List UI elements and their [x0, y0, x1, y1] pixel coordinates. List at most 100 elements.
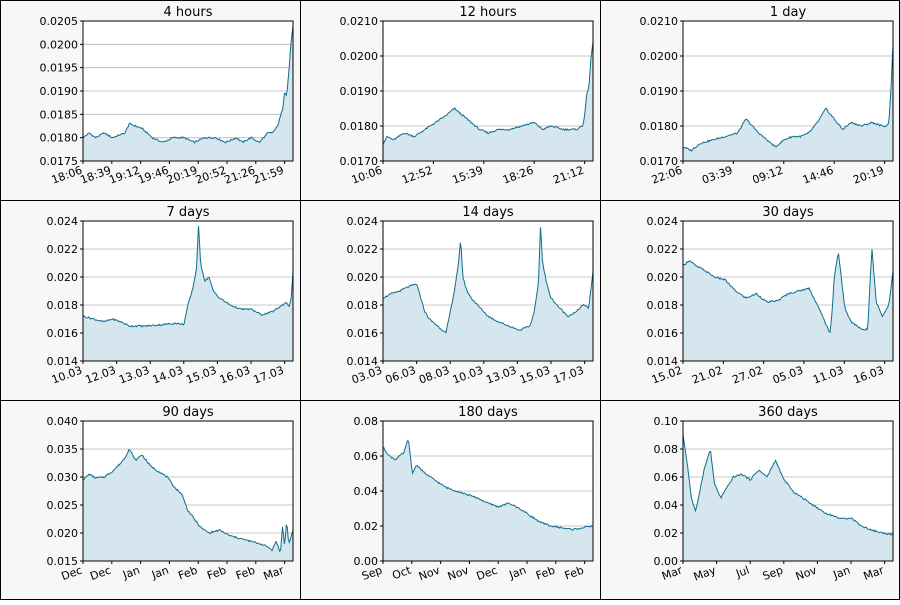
x-tick-label: 18:26: [501, 164, 535, 187]
x-tick-label: 21:59: [251, 164, 285, 187]
y-tick-label: 0.10: [654, 415, 679, 428]
y-tick-label: 0.016: [347, 327, 379, 340]
axes-frame: [382, 20, 594, 162]
series-line: [382, 227, 594, 334]
axes-frame: [82, 20, 294, 162]
x-tick-label: 27.02: [731, 364, 765, 387]
x-tick-label: 13.03: [484, 364, 518, 387]
x-tick-label: 14.03: [151, 364, 185, 387]
x-tick-label: 14:46: [801, 164, 835, 187]
x-tick-label: Jan: [120, 564, 141, 582]
y-tick-label: 0.06: [654, 471, 679, 484]
y-tick-label: 0.018: [647, 299, 679, 312]
x-tick-label: 16.03: [852, 364, 886, 387]
axes-frame: [682, 20, 894, 162]
y-tick-label: 0.0175: [40, 155, 79, 168]
x-tick-label: 11.03: [811, 364, 845, 387]
y-tick-label: 0.0170: [640, 155, 679, 168]
y-tick-label: 0.02: [354, 520, 379, 533]
chart-title: 1 day: [770, 5, 807, 20]
chart-panel: 0.014 0.016 0.018 0.020 0.022 0.024 15.02 21.02…: [600, 200, 900, 401]
axes-frame: [682, 420, 894, 562]
chart-panel: 0.0170 0.0180 0.0190 0.0200 0.0210 22:06 03:39…: [600, 0, 900, 201]
x-tick-label: Oct: [390, 563, 413, 582]
y-tick-label: 0.014: [647, 355, 679, 368]
y-tick-label: 0.024: [647, 215, 679, 228]
series-line: [682, 249, 894, 334]
x-tick-label: 12:52: [400, 164, 434, 187]
x-tick-label: 08.03: [417, 364, 451, 387]
x-tick-label: 03:39: [700, 164, 734, 187]
y-tick-label: 0.02: [654, 527, 679, 540]
x-tick-label: Dec: [88, 564, 112, 583]
x-tick-label: 12.03: [84, 364, 118, 387]
y-tick-label: 0.016: [647, 327, 679, 340]
x-tick-label: 21:12: [551, 164, 585, 187]
x-tick-label: Jul: [733, 564, 751, 581]
series-area: [83, 25, 293, 162]
y-tick-label: 0.024: [347, 215, 379, 228]
chart-title: 360 days: [758, 405, 818, 420]
x-tick-label: May: [692, 563, 718, 583]
y-tick-label: 0.020: [47, 527, 79, 540]
y-tick-label: 0.00: [354, 555, 379, 568]
series-area: [683, 434, 893, 561]
x-tick-label: 05.03: [771, 364, 805, 387]
y-tick-label: 0.0180: [340, 120, 379, 133]
x-tick-label: 15:39: [451, 164, 485, 187]
y-tick-label: 0.018: [347, 299, 379, 312]
y-tick-label: 0.0205: [40, 15, 79, 28]
x-tick-label: Feb: [176, 564, 199, 583]
x-tick-label: Jan: [507, 564, 528, 582]
y-tick-label: 0.04: [354, 485, 379, 498]
y-tick-label: 0.0200: [40, 38, 79, 51]
chart-title: 180 days: [458, 405, 518, 420]
y-tick-label: 0.022: [647, 243, 679, 256]
y-tick-label: 0.0180: [40, 132, 79, 145]
y-tick-label: 0.0170: [340, 155, 379, 168]
x-tick-label: 17.03: [552, 364, 586, 387]
y-tick-label: 0.025: [47, 499, 79, 512]
chart-title: 4 hours: [164, 5, 213, 20]
y-tick-label: 0.020: [347, 271, 379, 284]
x-tick-label: Feb: [234, 564, 257, 583]
x-tick-label: 16.03: [218, 364, 252, 387]
series-line: [82, 225, 294, 328]
y-tick-label: 0.020: [47, 271, 79, 284]
axes-frame: [82, 420, 294, 562]
series-area: [383, 227, 593, 361]
chart-title: 7 days: [166, 205, 209, 220]
chart-title: 30 days: [762, 205, 814, 220]
chart-svg: 0.00 0.02 0.04 0.06 0.08 0.10 Mar May Jul Sep Nov J…: [654, 405, 894, 584]
y-tick-label: 0.022: [47, 243, 79, 256]
chart-panel: 0.014 0.016 0.018 0.020 0.022 0.024 03.03 06.03…: [300, 200, 601, 401]
axes-frame: [82, 220, 294, 362]
x-tick-label: Jan: [831, 564, 852, 582]
y-tick-label: 0.014: [347, 355, 379, 368]
series-area: [383, 440, 593, 561]
chart-svg: 0.0175 0.0180 0.0185 0.0190 0.0195 0.0200 0.02…: [40, 5, 294, 187]
y-tick-label: 0.014: [47, 355, 79, 368]
y-tick-label: 0.08: [654, 443, 679, 456]
x-tick-label: Feb: [534, 564, 557, 583]
chart-panel: 0.00 0.02 0.04 0.06 0.08 Sep Oct Nov Nov Dec Jan Fe…: [300, 400, 601, 600]
series-line: [382, 41, 594, 145]
x-tick-label: 06.03: [384, 364, 418, 387]
series-line: [382, 439, 594, 531]
y-tick-label: 0.0210: [640, 15, 679, 28]
series-line: [682, 434, 894, 536]
y-tick-label: 0.06: [354, 450, 379, 463]
series-area: [383, 42, 593, 161]
chart-panel: 0.00 0.02 0.04 0.06 0.08 0.10 Mar May Jul Sep Nov J…: [600, 400, 900, 600]
y-tick-label: 0.0180: [640, 120, 679, 133]
chart-panel: 0.014 0.016 0.018 0.020 0.022 0.024 10.03 12.03…: [0, 200, 301, 401]
y-tick-label: 0.040: [47, 415, 79, 428]
y-tick-label: 0.0200: [640, 50, 679, 63]
series-line: [82, 25, 294, 145]
